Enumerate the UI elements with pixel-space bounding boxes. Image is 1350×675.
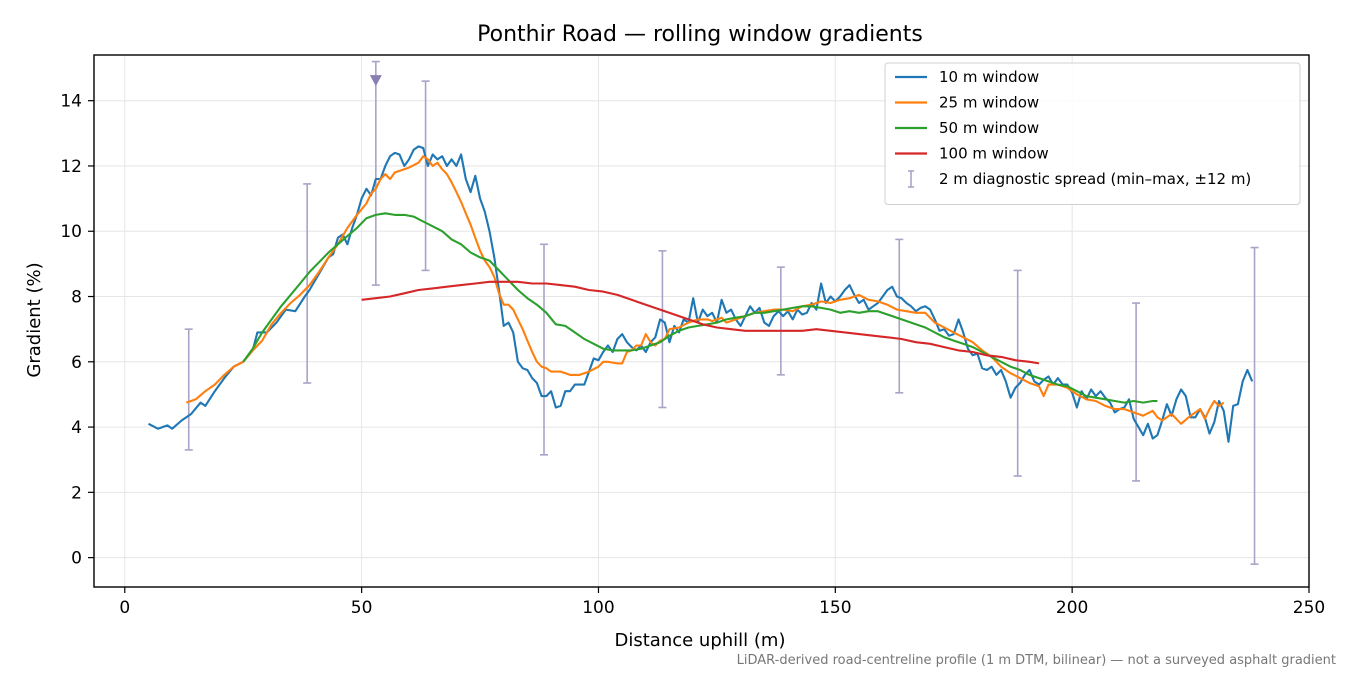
x-tick-label: 50 bbox=[351, 598, 373, 618]
plot-frame bbox=[93, 54, 1310, 588]
x-tick-label: 100 bbox=[582, 598, 614, 618]
y-axis-label: Gradient (%) bbox=[24, 262, 45, 377]
legend-label: 2 m diagnostic spread (min–max, ±12 m) bbox=[939, 170, 1251, 188]
y-axis-ticks: 0 2 4 6 8 10 12 14 bbox=[60, 92, 94, 569]
clipped-marker bbox=[369, 75, 382, 87]
x-tick-label: 0 bbox=[119, 598, 130, 618]
y-tick-label: 6 bbox=[71, 353, 82, 373]
y-tick-label: 14 bbox=[60, 92, 82, 112]
legend-label: 25 m window bbox=[939, 94, 1039, 112]
x-tick-label: 200 bbox=[1056, 598, 1088, 618]
legend: 10 m window 25 m window 50 m window 100 m w… bbox=[884, 62, 1301, 205]
series-line-50-m-window bbox=[242, 212, 1158, 404]
chart-title: Ponthir Road — rolling window gradients bbox=[477, 22, 923, 47]
series-line-25-m-window bbox=[186, 155, 1225, 425]
legend-label: 100 m window bbox=[939, 145, 1049, 163]
diagnostic-spread-bars bbox=[184, 60, 1259, 565]
legend-label: 10 m window bbox=[939, 68, 1039, 86]
y-tick-label: 10 bbox=[60, 222, 82, 242]
y-tick-label: 8 bbox=[71, 288, 82, 308]
y-tick-label: 0 bbox=[71, 549, 82, 569]
y-tick-label: 12 bbox=[60, 157, 82, 177]
x-axis-ticks: 0 50 100 150 200 250 bbox=[119, 587, 1325, 618]
series-lines bbox=[148, 145, 1254, 443]
x-axis-label: Distance uphill (m) bbox=[615, 630, 786, 651]
y-tick-label: 4 bbox=[71, 418, 82, 438]
series-line-100-m-window bbox=[361, 280, 1040, 365]
series-line-10-m-window bbox=[148, 145, 1254, 443]
y-tick-label: 2 bbox=[71, 483, 82, 503]
legend-box bbox=[884, 62, 1301, 205]
x-tick-label: 250 bbox=[1293, 598, 1325, 618]
x-tick-label: 150 bbox=[819, 598, 851, 618]
footnote: LiDAR-derived road-centreline profile (1… bbox=[737, 653, 1336, 668]
legend-label: 50 m window bbox=[939, 119, 1039, 137]
